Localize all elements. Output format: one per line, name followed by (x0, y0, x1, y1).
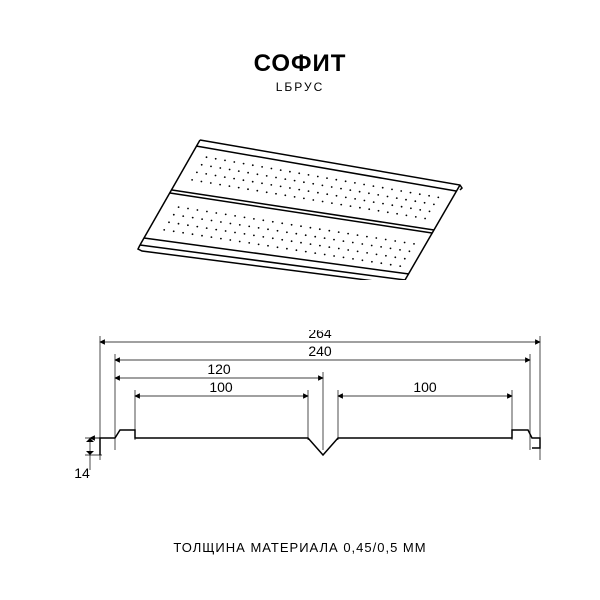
dim-100-left: 100 (209, 379, 233, 395)
title-block: СОФИТ LБРУС (0, 50, 600, 94)
product-title: СОФИТ (0, 50, 600, 78)
dim-14: 14 (74, 465, 90, 481)
material-thickness-note: ТОЛЩИНА МАТЕРИАЛА 0,45/0,5 ММ (0, 540, 600, 555)
profile-path (100, 430, 540, 455)
isometric-view (130, 130, 470, 280)
dim-264: 264 (308, 330, 332, 341)
dim-120: 120 (207, 361, 231, 377)
dim-100-right: 100 (413, 379, 437, 395)
cross-section: 264 240 120 100 100 14 (40, 330, 560, 500)
dim-240: 240 (308, 343, 332, 359)
product-subtitle: LБРУС (0, 80, 600, 94)
